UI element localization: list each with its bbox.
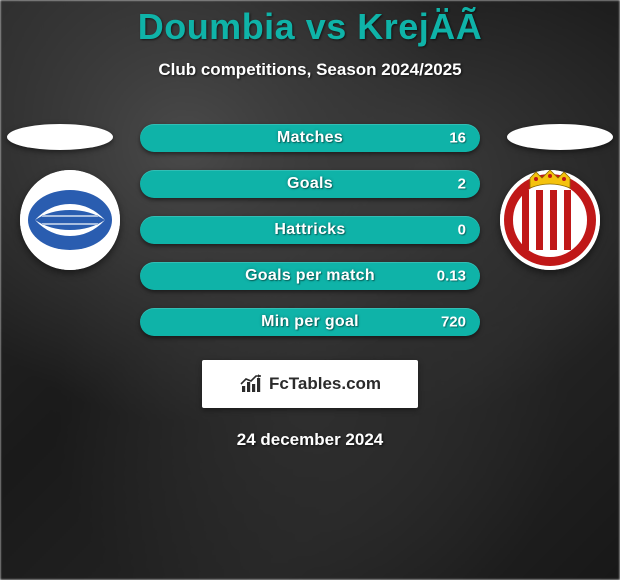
stat-value: 720 bbox=[441, 314, 466, 331]
stat-value: 0.13 bbox=[437, 268, 466, 285]
stat-label: Goals bbox=[287, 175, 333, 193]
stat-row-goals: Goals 2 bbox=[140, 170, 480, 198]
stat-value: 0 bbox=[458, 222, 466, 239]
logo-text: FcTables.com bbox=[269, 374, 381, 394]
stat-label: Goals per match bbox=[245, 267, 375, 285]
stat-rows: Matches 16 Goals 2 Hattricks 0 Goals per… bbox=[140, 124, 480, 336]
stat-label: Min per goal bbox=[261, 313, 359, 331]
chart-icon bbox=[239, 373, 265, 395]
content-area: Doumbia vs KrejÄÃ Club competitions, Sea… bbox=[0, 0, 620, 450]
stat-row-goals-per-match: Goals per match 0.13 bbox=[140, 262, 480, 290]
fctables-logo[interactable]: FcTables.com bbox=[202, 360, 418, 408]
stat-value: 2 bbox=[458, 176, 466, 193]
stat-label: Matches bbox=[277, 129, 343, 147]
date-text: 24 december 2024 bbox=[0, 430, 620, 450]
stat-row-matches: Matches 16 bbox=[140, 124, 480, 152]
stat-label: Hattricks bbox=[274, 221, 345, 239]
stat-value: 16 bbox=[449, 130, 466, 147]
subtitle: Club competitions, Season 2024/2025 bbox=[0, 60, 620, 80]
stat-row-hattricks: Hattricks 0 bbox=[140, 216, 480, 244]
page-title: Doumbia vs KrejÄÃ bbox=[0, 6, 620, 48]
stat-row-min-per-goal: Min per goal 720 bbox=[140, 308, 480, 336]
